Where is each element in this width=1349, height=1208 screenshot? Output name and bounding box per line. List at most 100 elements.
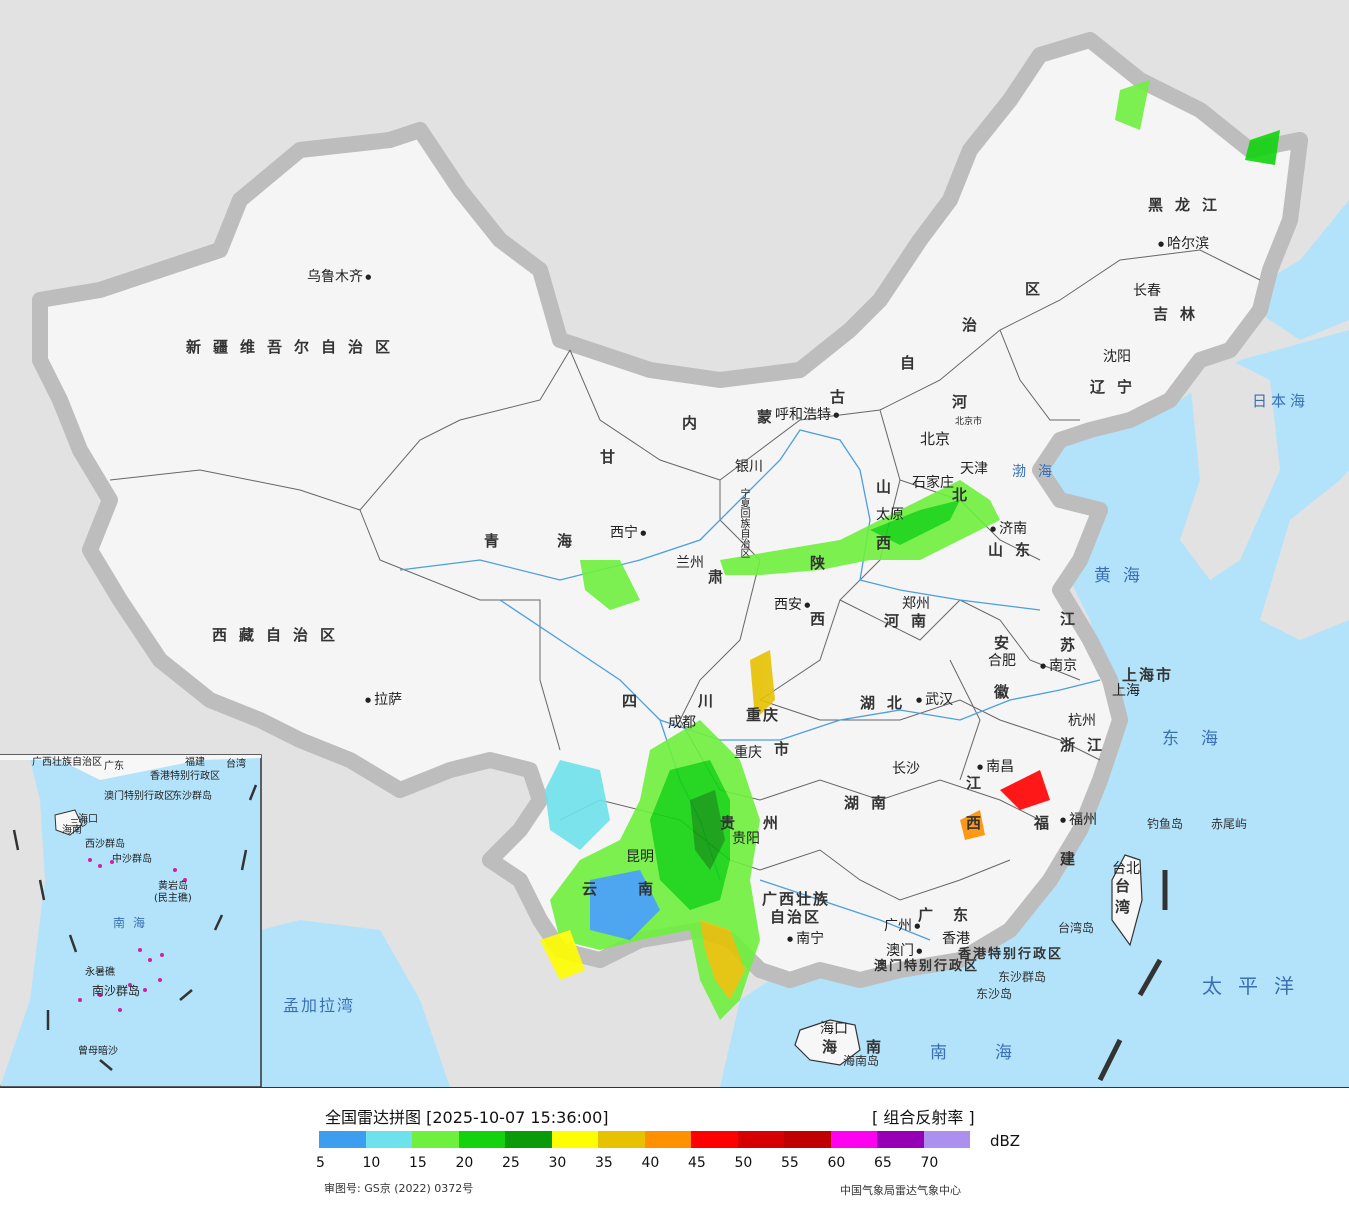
label-yunnan-nan: 南 (638, 880, 666, 898)
inset-label-hainan: 海南 (62, 825, 82, 836)
label-ningxia: 宁夏回族自治区 (738, 488, 749, 558)
sea-donghai: 东海 (1162, 729, 1240, 749)
scale-swatch (784, 1131, 831, 1148)
island-taiwandao: 台湾岛 (1058, 921, 1095, 935)
radar-map: 新疆维吾尔自治区 西藏自治区 青 海 甘 肃 内 蒙 古 自 治 区 黑龙江 吉… (0, 0, 1349, 1088)
scale-swatch (319, 1131, 366, 1148)
inset-label-dongsha: 东沙群岛 (172, 791, 212, 802)
sea-boundary-dashes (1097, 870, 1168, 1082)
label-guangxi-2: 自治区 (770, 908, 822, 926)
legend-product: [ 组合反射率 ] (872, 1108, 975, 1127)
taiwan-island (1111, 854, 1143, 947)
inset-reefs (78, 858, 187, 1012)
scale-tick-label: 35 (595, 1155, 613, 1171)
scale-swatch (923, 1131, 970, 1148)
city-xianggang: 香港 (942, 931, 970, 947)
label-hongkong-sar: 香港特别行政区 (958, 947, 1064, 962)
label-henan: 河南 (884, 612, 939, 630)
legend-title: 全国雷达拼图 [2025-10-07 15:36:00] (325, 1108, 609, 1127)
city-shanghai: 上海 (1112, 683, 1140, 699)
inset-dashes (12, 784, 258, 1071)
label-shandong: 山东 (988, 541, 1043, 559)
label-sichuan-si: 四 (622, 692, 650, 710)
scale-tick-label: 60 (827, 1155, 846, 1171)
scale-tick-label: 20 (455, 1155, 474, 1171)
label-xinjiang: 新疆维吾尔自治区 (186, 338, 403, 356)
scale-tick-label: 65 (874, 1155, 892, 1171)
inset-label-macao: 澳门特别行政区 (104, 791, 174, 802)
label-guizhou-gui: 贵 (720, 814, 748, 832)
city-changsha: 长沙 (892, 761, 920, 777)
island-chiweiyu: 赤尾屿 (1211, 817, 1248, 831)
label-liaoning: 辽宁 (1090, 378, 1145, 396)
japan-sea (1180, 200, 1349, 340)
label-jiangxi-jiang: 江 (966, 774, 994, 792)
city-guangzhou: 广州 (884, 919, 920, 933)
scale-swatch (691, 1131, 738, 1148)
city-lasa: 拉萨 (365, 693, 402, 707)
label-fujian-fu: 福 (1034, 814, 1062, 832)
scale-swatch (598, 1131, 645, 1148)
city-taibei: 台北 (1112, 861, 1140, 877)
scale-swatch (412, 1131, 459, 1148)
inset-mainland (0, 755, 261, 780)
inset-frame (0, 754, 262, 1087)
inset-label-fujian: 福建 (185, 757, 205, 768)
city-kunming: 昆明 (626, 849, 654, 865)
city-hefei: 合肥 (988, 653, 1016, 669)
scale-tick-label: 5 (316, 1155, 325, 1171)
label-jilin: 吉林 (1153, 305, 1208, 323)
city-tianjin: 天津 (960, 461, 988, 477)
scale-swatch (551, 1131, 598, 1148)
label-shaanxi-xi: 西 (810, 610, 838, 628)
city-zhengzhou: 郑州 (902, 596, 930, 612)
city-haerbin: 哈尔滨 (1158, 237, 1209, 251)
sea-bohai: 渤海 (1012, 464, 1064, 480)
city-hangzhou: 杭州 (1068, 713, 1096, 729)
label-neimenggu-qu: 区 (1025, 280, 1053, 298)
island-hainandao: 海南岛 (843, 1054, 880, 1068)
label-hebei-bei: 北 (952, 486, 980, 504)
data-source: 中国气象局雷达气象中心 (840, 1184, 961, 1197)
city-fuzhou: 福州 (1060, 813, 1097, 827)
province-borders (109, 249, 1261, 901)
label-xizang: 西藏自治区 (212, 626, 348, 644)
scale-tick-label: 45 (688, 1155, 706, 1171)
island-dongshaqundao: 东沙群岛 (998, 970, 1047, 984)
inset-label-hk: 香港特别行政区 (150, 771, 220, 782)
label-shanghai-city: 上海市 (1122, 666, 1174, 684)
label-neimenggu-nei: 内 (682, 414, 710, 432)
scale-tick-label: 15 (409, 1155, 427, 1171)
scale-tick-label: 10 (362, 1155, 381, 1171)
island-dongshadao: 东沙岛 (976, 987, 1013, 1001)
approval-number: 审图号: GS京 (2022) 0372号 (324, 1182, 474, 1195)
label-sichuan-chuan: 川 (698, 692, 726, 710)
inset-label-xisha: 西沙群岛 (85, 839, 125, 850)
radar-echoes (540, 80, 1280, 1020)
city-haikou: 海口 (820, 1021, 848, 1037)
color-scale (319, 1131, 970, 1148)
city-shenyang: 沈阳 (1103, 349, 1131, 365)
city-nanjing: 南京 (1040, 659, 1077, 673)
city-huhehaote: 呼和浩特 (775, 408, 839, 422)
city-shijiazhuang: 石家庄 (912, 475, 954, 491)
city-nanchang: 南昌 (977, 760, 1014, 774)
label-jiangsu-su: 苏 (1060, 636, 1088, 654)
label-neimenggu-zi: 自 (900, 354, 928, 372)
label-hubei: 湖北 (860, 694, 915, 712)
japan-land (1260, 470, 1349, 640)
legend-panel: 全国雷达拼图 [2025-10-07 15:36:00] [ 组合反射率 ] d… (0, 1088, 1349, 1208)
inset-label-guangxi: 广西壮族自治区 (32, 757, 102, 768)
label-neimenggu-zhi: 治 (962, 316, 990, 334)
scale-tick-label: 50 (734, 1155, 753, 1171)
inset-label-guangdong: 广东 (104, 761, 124, 772)
map-canvas (0, 0, 1349, 1087)
sea-huanghai: 黄海 (1094, 566, 1152, 586)
city-nanning: 南宁 (787, 932, 824, 946)
city-wuhan: 武汉 (916, 693, 953, 707)
city-changchun: 长春 (1133, 283, 1161, 299)
label-guizhou-zhou: 州 (763, 814, 791, 832)
korea-land (1180, 360, 1280, 580)
city-jinan: 济南 (990, 522, 1027, 536)
